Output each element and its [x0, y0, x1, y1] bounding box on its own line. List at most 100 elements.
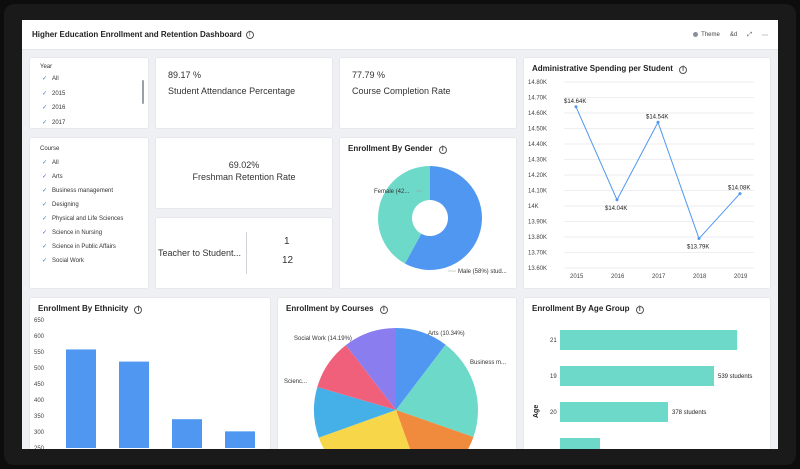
- courses-label: Business m...: [470, 360, 506, 366]
- completion-value: 77.79 %: [352, 70, 386, 80]
- year-option[interactable]: ✓ 2015: [42, 91, 65, 97]
- checkbox-icon[interactable]: ✓: [42, 230, 48, 236]
- checkbox-icon[interactable]: ✓: [42, 244, 48, 250]
- checkbox-icon[interactable]: ✓: [42, 174, 48, 180]
- course-option[interactable]: ✓ Arts: [42, 174, 63, 180]
- course-option-label: Physical and Life Sciences: [52, 216, 124, 222]
- share-button[interactable]: &d: [729, 32, 738, 38]
- completion-label: Course Completion Rate: [352, 86, 451, 96]
- info-icon[interactable]: i: [438, 146, 447, 154]
- spending-series-line: [575, 106, 741, 240]
- course-option[interactable]: ✓ All: [42, 160, 59, 166]
- ethnicity-ytick: 400: [34, 398, 45, 404]
- age-category-label: 20: [550, 410, 557, 416]
- courses-chart-card: Enrollment by Courses i Arts (10.34%) Bus…: [278, 298, 516, 449]
- gender-chart: Female (42... Male (58%) stud...: [374, 166, 507, 275]
- info-icon[interactable]: i: [379, 306, 388, 314]
- spending-data-label: $14.04K: [605, 206, 627, 212]
- gender-label-male: Male (58%) stud...: [458, 269, 507, 275]
- spending-ytick: 14.10K: [528, 189, 547, 195]
- year-option[interactable]: ✓ 2017: [42, 120, 65, 126]
- gender-slice-male: [404, 166, 482, 270]
- top-bar: Higher Education Enrollment and Retentio…: [22, 20, 778, 50]
- age-chart-card: Enrollment By Age Group i Age 21 19 539 stu…: [524, 298, 770, 449]
- ethnicity-ytick: 300: [34, 430, 45, 436]
- checkbox-icon[interactable]: ✓: [42, 119, 48, 126]
- spending-chart-card: Administrative Spending per Student i 14…: [524, 58, 770, 288]
- checkbox-icon[interactable]: ✓: [42, 216, 48, 222]
- attendance-label: Student Attendance Percentage: [168, 86, 296, 96]
- checkbox-icon[interactable]: ✓: [42, 258, 48, 264]
- retention-label: Freshman Retention Rate: [192, 172, 296, 182]
- checkbox-icon[interactable]: ✓: [42, 76, 48, 82]
- spending-ytick: 14.60K: [528, 111, 547, 117]
- spending-data-label: $14.64K: [564, 99, 586, 105]
- spending-data-label: $14.08K: [728, 186, 750, 192]
- course-filter-card: Course ✓ All ✓ Arts ✓ Business management ✓ Des…: [30, 138, 148, 288]
- year-option-label: All: [52, 76, 59, 82]
- spending-point: [738, 192, 742, 196]
- spending-xtick: 2019: [734, 274, 748, 280]
- spending-ytick: 13.90K: [528, 220, 547, 226]
- spending-point: [574, 105, 578, 109]
- more-icon[interactable]: ⋯: [762, 32, 768, 39]
- course-option-label: All: [52, 160, 59, 166]
- age-chart: Age 21 19 539 students 20 378 students: [533, 330, 752, 449]
- year-scrollbar[interactable]: [142, 80, 144, 104]
- course-option-label: Arts: [52, 174, 63, 180]
- ethnicity-chart: 650 600 550 500 450 400 350 300 250: [34, 318, 255, 449]
- courses-slice: [345, 328, 396, 410]
- checkbox-icon[interactable]: ✓: [42, 188, 48, 194]
- spending-point: [656, 120, 660, 124]
- spending-ytick: 14.50K: [528, 127, 547, 133]
- age-category-label: 21: [550, 338, 557, 344]
- ethnicity-ytick: 550: [34, 350, 45, 356]
- course-option[interactable]: ✓ Designing: [42, 202, 79, 208]
- course-option-label: Designing: [52, 202, 79, 208]
- courses-label: Arts (10.34%): [428, 331, 465, 337]
- spending-xtick: 2016: [611, 274, 625, 280]
- spending-xtick: 2015: [570, 274, 584, 280]
- courses-label: Social Work (14.19%): [294, 336, 352, 342]
- courses-chart-title: Enrollment by Courses i: [286, 304, 388, 314]
- spending-ytick: 14.40K: [528, 142, 547, 148]
- ethnicity-ytick: 450: [34, 382, 45, 388]
- completion-kpi-card: 77.79 % Course Completion Rate: [340, 58, 516, 128]
- year-option-label: 2017: [52, 119, 66, 126]
- ratio-divider: [246, 232, 247, 274]
- ethnicity-ytick: 350: [34, 414, 45, 420]
- year-option-label: 2015: [52, 90, 66, 97]
- info-icon[interactable]: i: [635, 306, 644, 314]
- spending-ytick: 13.60K: [528, 266, 547, 272]
- info-icon[interactable]: i: [245, 30, 254, 39]
- course-option[interactable]: ✓ Social Work: [42, 258, 84, 264]
- course-option[interactable]: ✓ Physical and Life Sciences: [42, 216, 123, 222]
- course-option[interactable]: ✓ Science in Nursing: [42, 230, 102, 236]
- age-bar: [560, 366, 714, 386]
- checkbox-icon[interactable]: ✓: [42, 160, 48, 166]
- spending-ytick: 14.20K: [528, 173, 547, 179]
- checkbox-icon[interactable]: ✓: [42, 90, 48, 97]
- age-chart-title: Enrollment By Age Group i: [532, 304, 644, 314]
- info-icon[interactable]: i: [134, 306, 143, 314]
- age-axis-label: Age: [533, 405, 540, 418]
- course-option[interactable]: ✓ Science in Public Affairs: [42, 244, 116, 250]
- theme-icon: [693, 31, 699, 37]
- courses-label: Scienc...: [284, 379, 307, 385]
- checkbox-icon[interactable]: ✓: [42, 105, 48, 111]
- spending-chart-title: Administrative Spending per Student i: [532, 64, 688, 74]
- year-option[interactable]: ✓ 2016: [42, 105, 65, 111]
- year-option[interactable]: ✓ All: [42, 76, 59, 82]
- retention-value: 69.02%: [228, 160, 260, 170]
- checkbox-icon[interactable]: ✓: [42, 202, 48, 208]
- spending-ytick: 14.70K: [528, 96, 547, 102]
- info-icon[interactable]: i: [679, 66, 688, 74]
- spending-point: [615, 198, 619, 202]
- expand-icon[interactable]: ⤢: [747, 31, 752, 38]
- ethnicity-bar: [119, 361, 149, 448]
- spending-ytick: 13.80K: [528, 235, 547, 241]
- course-option[interactable]: ✓ Business management: [42, 188, 113, 194]
- spending-ytick: 14.80K: [528, 80, 547, 86]
- ratio-kpi-card: Teacher to Student... 1 12: [156, 218, 332, 288]
- theme-button[interactable]: Theme: [693, 31, 720, 38]
